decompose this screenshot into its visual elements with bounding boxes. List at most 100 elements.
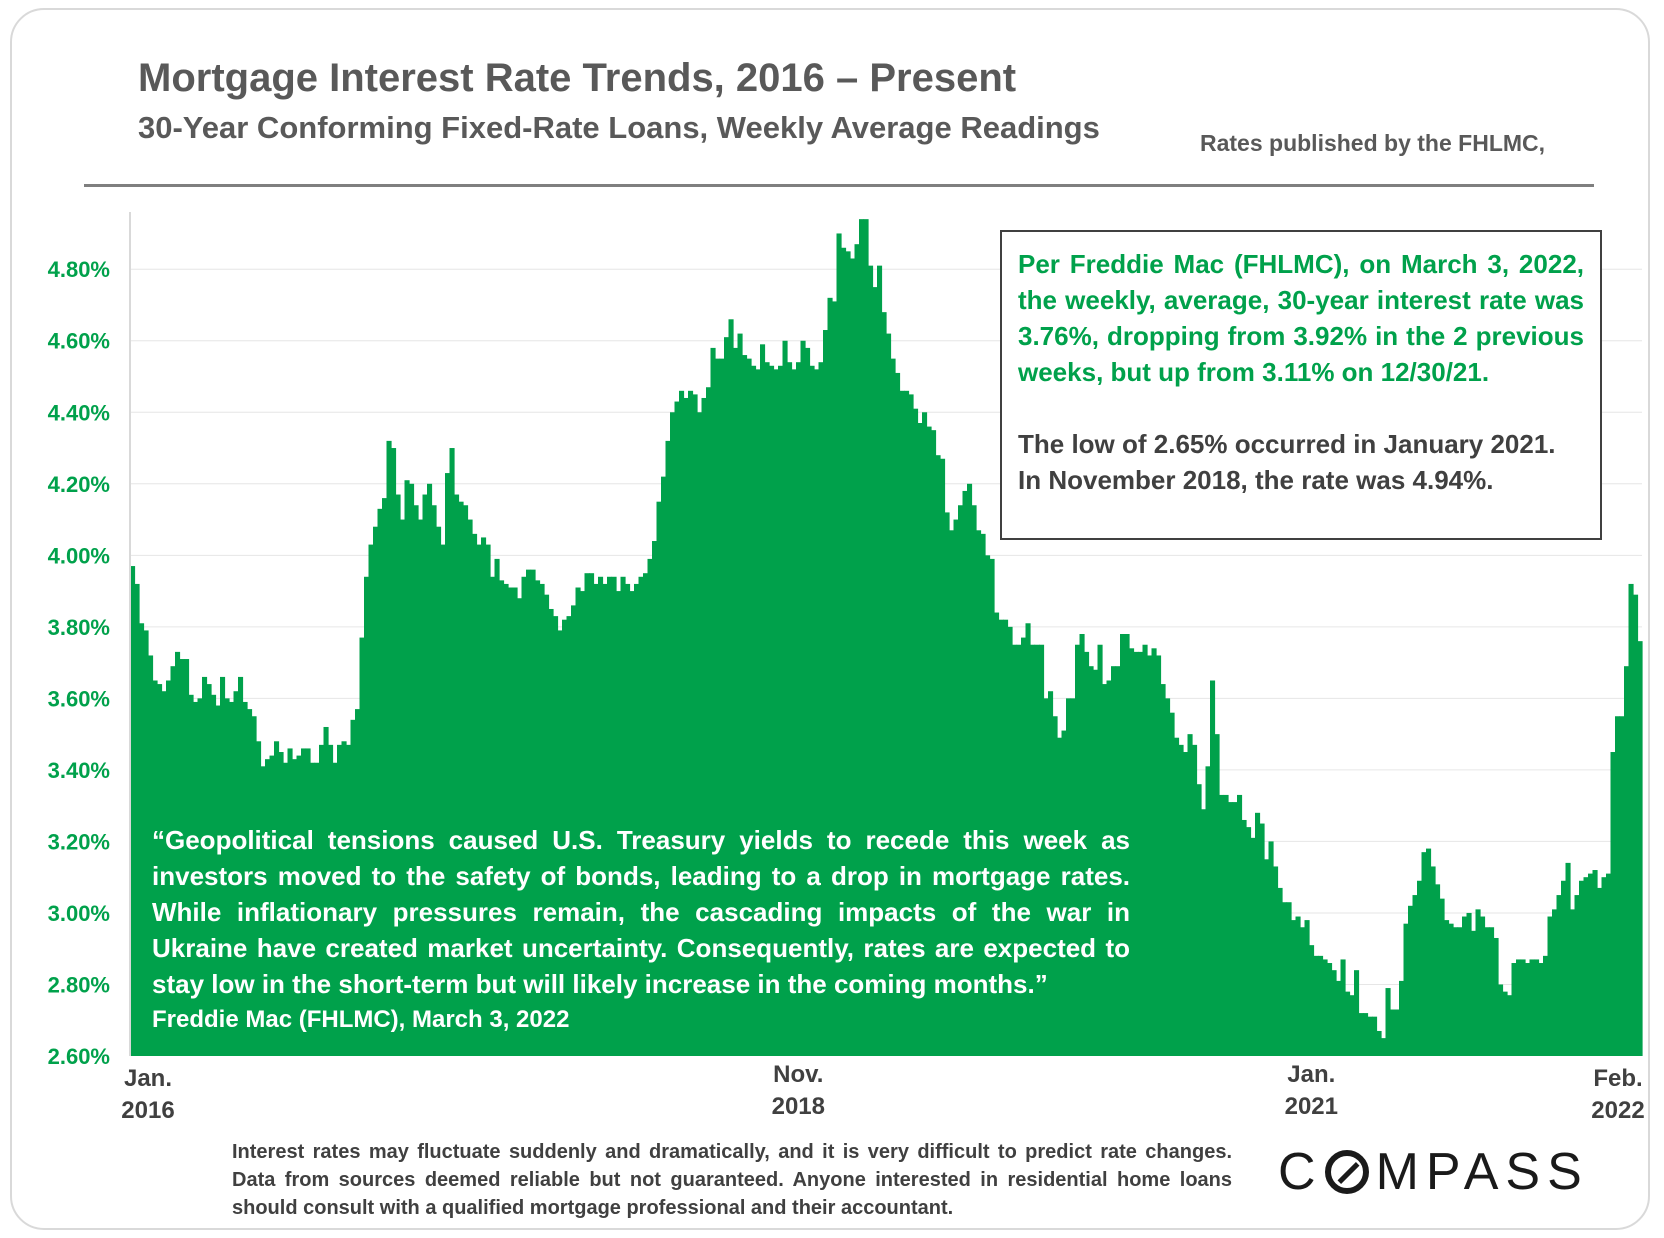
logo-letter-c: C	[1278, 1143, 1323, 1201]
bar	[179, 659, 185, 1056]
bar	[1610, 752, 1616, 1056]
bar	[1075, 644, 1081, 1056]
bar	[1430, 866, 1436, 1056]
y-tick-label: 3.00%	[48, 901, 110, 926]
bar	[958, 505, 964, 1056]
bar	[301, 748, 307, 1056]
bar	[1637, 641, 1643, 1056]
bar	[742, 355, 748, 1056]
bar	[211, 694, 217, 1056]
bar	[953, 519, 959, 1056]
bar	[841, 247, 847, 1056]
bar	[193, 701, 199, 1056]
bar	[1178, 744, 1184, 1056]
bar	[1484, 927, 1490, 1056]
bar	[1354, 970, 1360, 1056]
y-tick-label: 3.60%	[48, 686, 110, 711]
bar	[224, 698, 230, 1056]
bar	[517, 598, 523, 1056]
bar	[1565, 862, 1571, 1056]
bar	[674, 401, 680, 1056]
bar	[1192, 744, 1198, 1056]
bar	[467, 519, 473, 1056]
bar	[562, 619, 568, 1056]
info-box: Per Freddie Mac (FHLMC), on March 3, 202…	[1000, 230, 1602, 540]
bar	[440, 544, 446, 1056]
x-tick-year: 2022	[1591, 1097, 1644, 1124]
y-tick-label: 3.20%	[48, 829, 110, 854]
bar	[598, 576, 604, 1056]
bar	[1183, 752, 1189, 1056]
bar	[238, 676, 244, 1056]
disclaimer: Interest rates may fluctuate suddenly an…	[232, 1141, 1232, 1219]
bar	[688, 390, 694, 1056]
bar	[1025, 623, 1031, 1056]
bar	[611, 576, 617, 1056]
bar	[710, 347, 716, 1056]
y-tick-label: 3.40%	[48, 758, 110, 783]
bar	[535, 580, 541, 1056]
bar	[1111, 666, 1117, 1056]
bar	[508, 587, 514, 1056]
bar	[436, 526, 442, 1056]
bar	[1102, 684, 1108, 1056]
bar	[656, 501, 662, 1056]
bar	[904, 390, 910, 1056]
bar	[1021, 637, 1027, 1056]
bar	[206, 684, 212, 1056]
bar	[1358, 1013, 1364, 1056]
bar	[994, 612, 1000, 1056]
bar	[980, 533, 986, 1056]
bar	[364, 576, 370, 1056]
bar	[1597, 887, 1603, 1056]
y-tick-label: 2.60%	[48, 1044, 110, 1069]
bar	[1120, 634, 1126, 1056]
bar	[931, 430, 937, 1056]
bar	[292, 759, 298, 1056]
bar	[1052, 716, 1058, 1056]
bar	[832, 301, 838, 1056]
y-tick-label: 4.60%	[48, 329, 110, 354]
bar	[1057, 737, 1063, 1056]
bar	[1012, 644, 1018, 1056]
bar	[350, 719, 356, 1056]
bar	[1498, 984, 1504, 1056]
bar	[256, 741, 262, 1056]
bar	[881, 312, 887, 1056]
bar	[1088, 666, 1094, 1056]
bar	[625, 583, 631, 1056]
bar	[188, 694, 194, 1056]
bar	[989, 558, 995, 1056]
bar	[1115, 666, 1121, 1056]
bar	[1160, 684, 1166, 1056]
y-tick-label: 4.20%	[48, 472, 110, 497]
bar	[602, 583, 608, 1056]
bar	[328, 744, 334, 1056]
bar	[1552, 909, 1558, 1056]
bar	[1448, 923, 1454, 1056]
bar	[1421, 852, 1427, 1056]
bar	[557, 630, 563, 1056]
bar	[1376, 1030, 1382, 1056]
bar	[868, 265, 874, 1056]
bar	[1475, 909, 1481, 1056]
bar	[827, 297, 833, 1057]
bar	[1592, 870, 1598, 1056]
bar	[647, 558, 653, 1056]
bar	[1556, 895, 1562, 1056]
bar	[859, 219, 865, 1056]
bar	[1588, 873, 1594, 1056]
bar	[1061, 730, 1067, 1056]
bar	[1286, 902, 1292, 1056]
bar	[251, 716, 257, 1056]
bar-series	[130, 219, 1643, 1057]
bar	[215, 705, 221, 1056]
source-note: Rates published by the FHLMC,	[1200, 130, 1546, 156]
bar	[751, 365, 757, 1056]
bar	[1084, 651, 1090, 1056]
bar	[1043, 698, 1049, 1056]
bar	[1439, 898, 1445, 1056]
x-tick-month: Jan.	[124, 1065, 172, 1092]
x-tick-month: Jan.	[1287, 1061, 1335, 1088]
bar	[733, 347, 739, 1056]
